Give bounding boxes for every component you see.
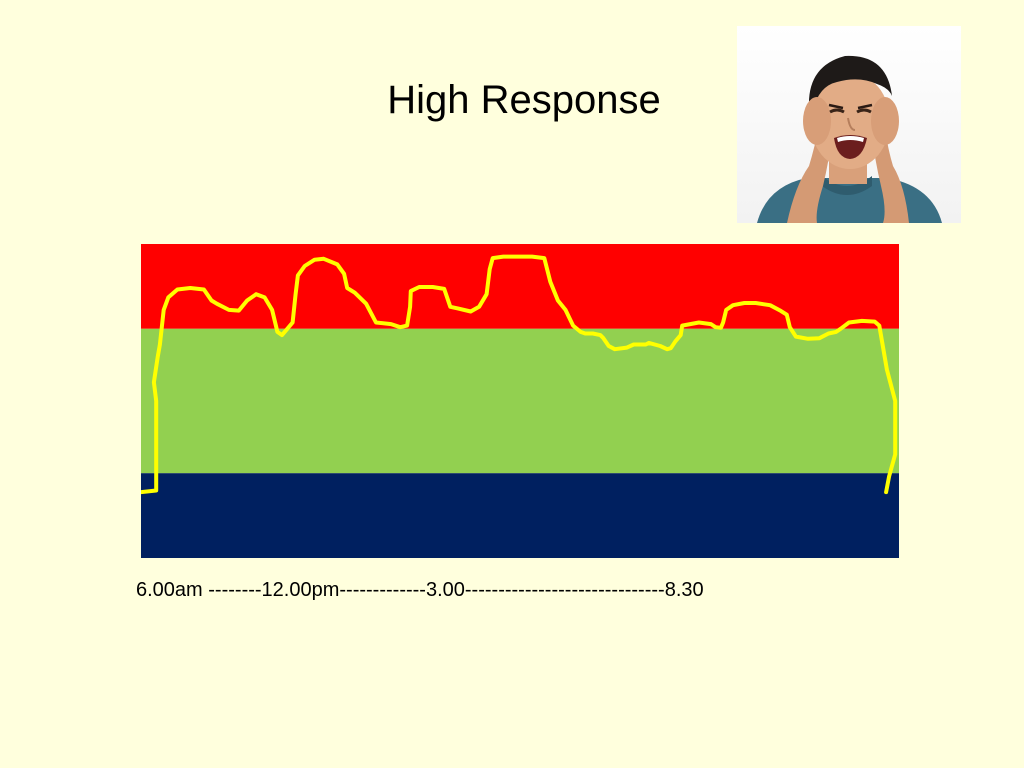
band-middle bbox=[141, 328, 899, 474]
boy-covering-ears-photo bbox=[737, 26, 961, 223]
band-low bbox=[141, 473, 899, 558]
page-title: High Response bbox=[387, 78, 661, 122]
response-traces bbox=[141, 254, 898, 495]
response-trace-line bbox=[141, 254, 898, 495]
response-chart-svg bbox=[141, 244, 899, 558]
response-chart bbox=[141, 244, 899, 558]
response-bands bbox=[141, 244, 899, 558]
time-axis-label: 6.00am --------12.00pm-------------3.00-… bbox=[136, 579, 704, 601]
